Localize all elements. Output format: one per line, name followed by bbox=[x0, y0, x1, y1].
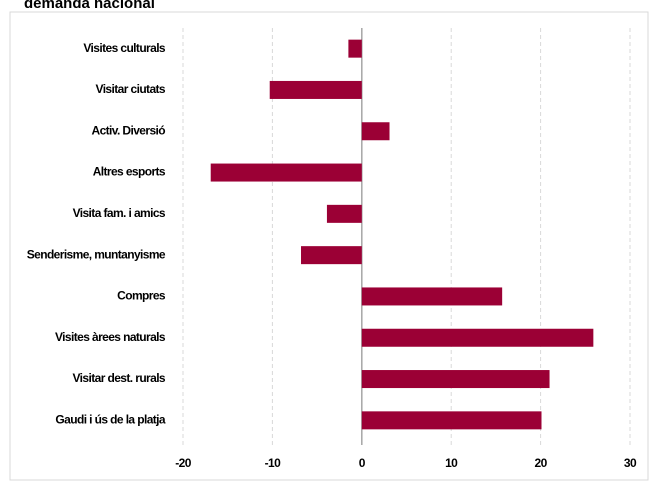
y-tick-label: Visitar dest. rurals bbox=[73, 371, 166, 385]
bar bbox=[348, 39, 362, 58]
chart-title: demanda nacional bbox=[24, 0, 155, 12]
y-tick-label: Visites àrees naturals bbox=[55, 330, 166, 344]
y-tick-label: Altres esports bbox=[93, 165, 166, 179]
bar bbox=[361, 328, 594, 347]
bar bbox=[361, 287, 503, 306]
x-tick-label: 0 bbox=[359, 456, 366, 470]
bar bbox=[361, 122, 390, 141]
x-tick-label: 30 bbox=[624, 456, 637, 470]
x-tick-label: -20 bbox=[175, 456, 191, 470]
x-tick-label: -10 bbox=[265, 456, 281, 470]
y-tick-label: Gaudi i ús de la platja bbox=[55, 413, 165, 427]
x-tick-label: 10 bbox=[445, 456, 458, 470]
bar bbox=[361, 370, 550, 389]
x-tick-label: 20 bbox=[535, 456, 548, 470]
y-tick-label: Senderisme, muntanyisme bbox=[27, 247, 166, 261]
bar bbox=[326, 204, 362, 223]
y-tick-label: Visites culturals bbox=[83, 41, 166, 55]
bar bbox=[269, 80, 362, 99]
y-tick-label: Compres bbox=[117, 289, 166, 303]
y-tick-label: Activ. Diversió bbox=[92, 123, 166, 137]
bar bbox=[210, 163, 362, 182]
y-tick-label: Visitar ciutats bbox=[96, 82, 166, 96]
bar bbox=[361, 411, 542, 430]
y-tick-label: Visita fam. i amics bbox=[73, 206, 166, 220]
bar bbox=[301, 246, 362, 265]
